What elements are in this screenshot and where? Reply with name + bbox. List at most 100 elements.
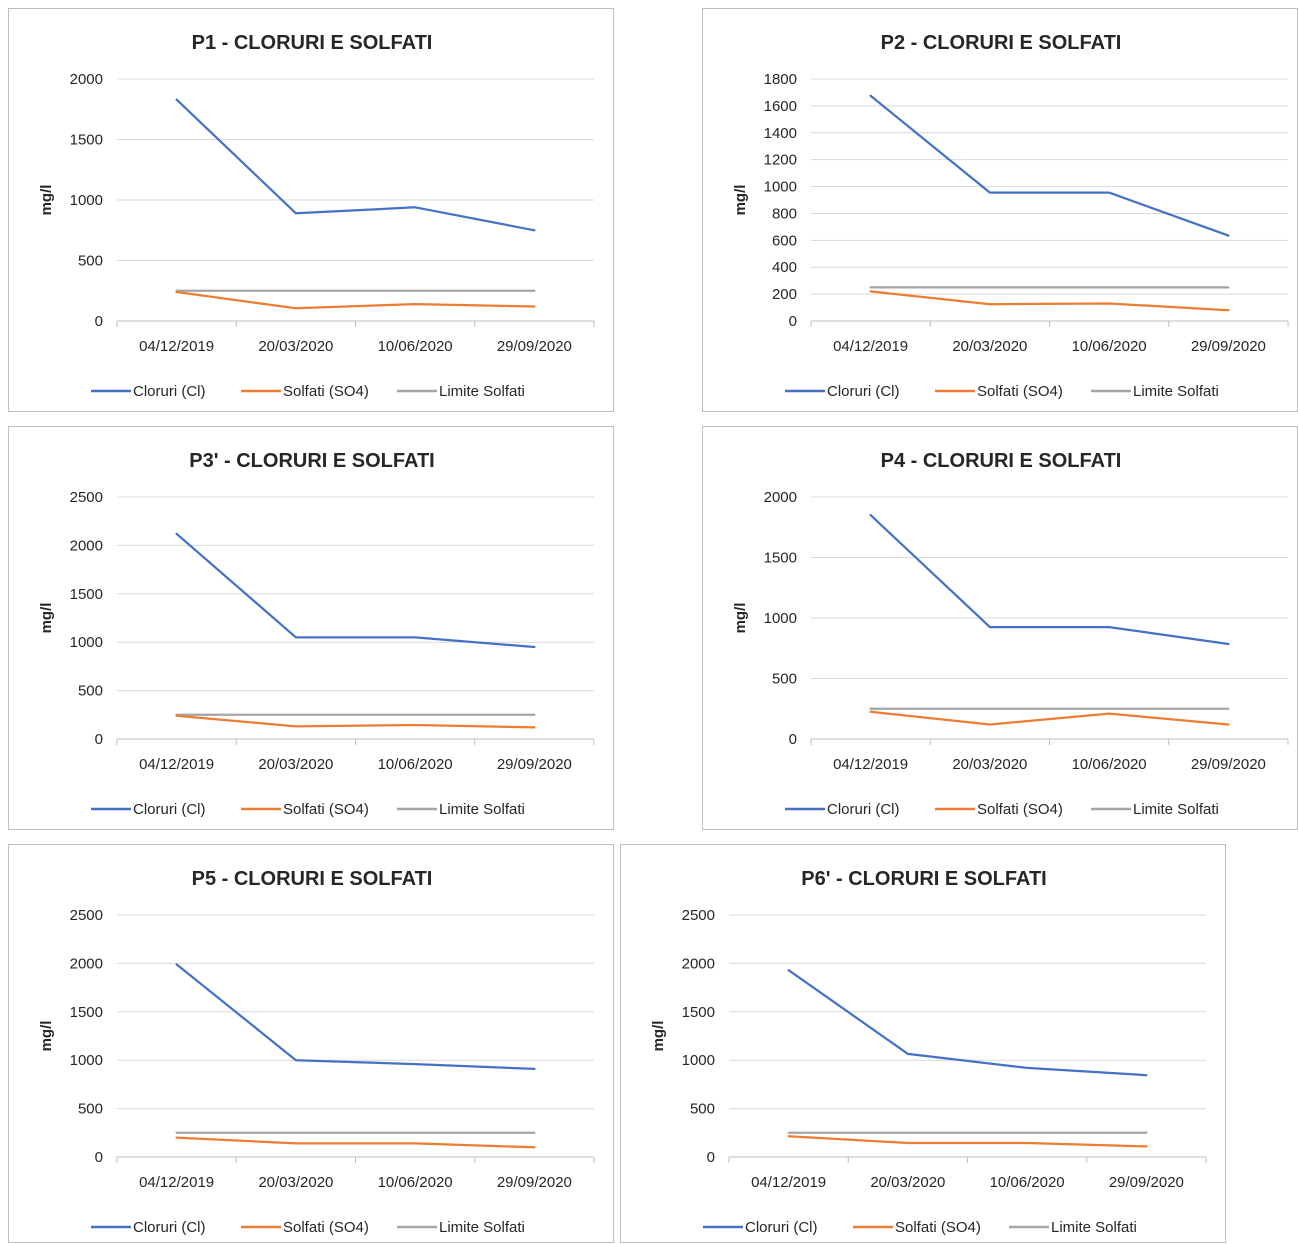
y-tick-label: 1500 — [70, 586, 103, 603]
x-tick-label: 04/12/2019 — [139, 756, 214, 773]
chart-svg: P2 - CLORURI E SOLFATI 0 200 400 600 800 1000 1… — [732, 32, 1289, 400]
legend-label-cloruri: Cloruri (Cl) — [827, 383, 900, 400]
legend-label-limite: Limite Solfati — [439, 1219, 525, 1236]
x-tick-label: 29/09/2020 — [1191, 338, 1266, 355]
y-tick-label: 2500 — [70, 907, 103, 924]
chart-svg: P4 - CLORURI E SOLFATI 0 500 1000 1500 2000 04… — [732, 450, 1289, 818]
x-tick-label: 10/06/2020 — [1072, 756, 1147, 773]
y-tick-label: 2500 — [70, 489, 103, 506]
legend-label-cloruri: Cloruri (Cl) — [133, 1219, 206, 1236]
y-tick-label: 1500 — [70, 1004, 103, 1021]
x-tick-label: 04/12/2019 — [833, 338, 908, 355]
y-tick-label: 1800 — [764, 71, 797, 88]
series-line-cloruri — [175, 98, 536, 232]
x-tick-label: 20/03/2020 — [258, 756, 333, 773]
y-axis-label: mg/l — [38, 185, 55, 216]
y-tick-label: 1500 — [682, 1004, 715, 1021]
x-tick-label: 20/03/2020 — [870, 1174, 945, 1191]
y-tick-label: 2000 — [70, 955, 103, 972]
y-tick-label: 1000 — [764, 610, 797, 627]
x-tick-label: 20/03/2020 — [952, 756, 1027, 773]
y-tick-label: 1200 — [764, 152, 797, 169]
legend-label-solfati: Solfati (SO4) — [977, 801, 1063, 818]
chart-p4: P4 - CLORURI E SOLFATI 0 500 1000 1500 2000 04… — [702, 426, 1298, 830]
legend-label-solfati: Solfati (SO4) — [895, 1219, 981, 1236]
legend-label-cloruri: Cloruri (Cl) — [133, 383, 206, 400]
series-line-cloruri — [869, 513, 1230, 646]
y-tick-label: 1500 — [764, 550, 797, 567]
y-tick-label: 0 — [707, 1149, 715, 1166]
chart-title: P5 - CLORURI E SOLFATI — [192, 868, 433, 890]
legend-label-limite: Limite Solfati — [439, 383, 525, 400]
y-tick-label: 800 — [772, 205, 797, 222]
chart-title: P1 - CLORURI E SOLFATI — [192, 32, 433, 54]
chart-p2: P2 - CLORURI E SOLFATI 0 200 400 600 800 1000 1… — [702, 8, 1298, 412]
series-line-cloruri — [175, 532, 536, 649]
chart-p5: P5 - CLORURI E SOLFATI 0 500 1000 1500 2000 25… — [8, 844, 614, 1243]
legend-label-solfati: Solfati (SO4) — [283, 1219, 369, 1236]
y-tick-label: 0 — [95, 313, 103, 330]
y-tick-label: 400 — [772, 259, 797, 276]
x-tick-label: 10/06/2020 — [378, 338, 453, 355]
y-tick-label: 500 — [78, 253, 103, 270]
x-tick-label: 29/09/2020 — [497, 338, 572, 355]
legend-label-solfati: Solfati (SO4) — [283, 383, 369, 400]
y-tick-label: 2000 — [70, 71, 103, 88]
chart-svg: P3' - CLORURI E SOLFATI 0 500 1000 1500 2000 2… — [38, 450, 595, 818]
x-tick-label: 29/09/2020 — [1191, 756, 1266, 773]
x-tick-label: 20/03/2020 — [258, 338, 333, 355]
y-tick-label: 1000 — [70, 192, 103, 209]
chart-p6: P6' - CLORURI E SOLFATI 0 500 1000 1500 2000 2… — [620, 844, 1226, 1243]
legend-label-limite: Limite Solfati — [1051, 1219, 1137, 1236]
y-axis-label: mg/l — [38, 603, 55, 634]
y-tick-label: 500 — [78, 1101, 103, 1118]
chart-title: P2 - CLORURI E SOLFATI — [881, 32, 1122, 54]
chart-svg: P1 - CLORURI E SOLFATI 0 500 1000 1500 2000 04… — [38, 32, 595, 400]
y-tick-label: 1000 — [70, 634, 103, 651]
legend-label-limite: Limite Solfati — [1133, 801, 1219, 818]
y-tick-label: 1000 — [70, 1052, 103, 1069]
y-tick-label: 0 — [789, 731, 797, 748]
y-tick-label: 0 — [95, 731, 103, 748]
y-axis-label: mg/l — [650, 1021, 667, 1052]
y-tick-label: 500 — [78, 683, 103, 700]
chart-svg: P6' - CLORURI E SOLFATI 0 500 1000 1500 2000 2… — [650, 868, 1207, 1236]
chart-p1: P1 - CLORURI E SOLFATI 0 500 1000 1500 2000 04… — [8, 8, 614, 412]
y-tick-label: 600 — [772, 232, 797, 249]
y-axis-label: mg/l — [38, 1021, 55, 1052]
legend-label-solfati: Solfati (SO4) — [977, 383, 1063, 400]
legend-label-limite: Limite Solfati — [439, 801, 525, 818]
series-line-solfati — [787, 1135, 1148, 1148]
legend-label-solfati: Solfati (SO4) — [283, 801, 369, 818]
x-tick-label: 20/03/2020 — [258, 1174, 333, 1191]
series-line-solfati — [869, 290, 1230, 312]
y-tick-label: 1500 — [70, 132, 103, 149]
chart-p3: P3' - CLORURI E SOLFATI 0 500 1000 1500 2000 2… — [8, 426, 614, 830]
series-line-cloruri — [175, 963, 536, 1071]
y-axis-label: mg/l — [732, 603, 749, 634]
legend-label-cloruri: Cloruri (Cl) — [133, 801, 206, 818]
legend-label-cloruri: Cloruri (Cl) — [827, 801, 900, 818]
y-tick-label: 200 — [772, 286, 797, 303]
y-tick-label: 2000 — [70, 537, 103, 554]
x-tick-label: 04/12/2019 — [139, 1174, 214, 1191]
y-tick-label: 1000 — [682, 1052, 715, 1069]
y-tick-label: 2500 — [682, 907, 715, 924]
y-tick-label: 500 — [690, 1101, 715, 1118]
y-tick-label: 1600 — [764, 98, 797, 115]
series-line-solfati — [869, 710, 1230, 726]
series-line-solfati — [175, 290, 536, 310]
x-tick-label: 04/12/2019 — [139, 338, 214, 355]
x-tick-label: 04/12/2019 — [833, 756, 908, 773]
legend-label-cloruri: Cloruri (Cl) — [745, 1219, 818, 1236]
legend-label-limite: Limite Solfati — [1133, 383, 1219, 400]
chart-svg: P5 - CLORURI E SOLFATI 0 500 1000 1500 2000 25… — [38, 868, 595, 1236]
y-tick-label: 1000 — [764, 179, 797, 196]
series-line-cloruri — [869, 94, 1230, 237]
chart-title: P6' - CLORURI E SOLFATI — [801, 868, 1047, 890]
x-tick-label: 29/09/2020 — [1109, 1174, 1184, 1191]
y-axis-label: mg/l — [732, 185, 749, 216]
y-tick-label: 0 — [789, 313, 797, 330]
x-tick-label: 29/09/2020 — [497, 756, 572, 773]
series-line-solfati — [175, 714, 536, 729]
